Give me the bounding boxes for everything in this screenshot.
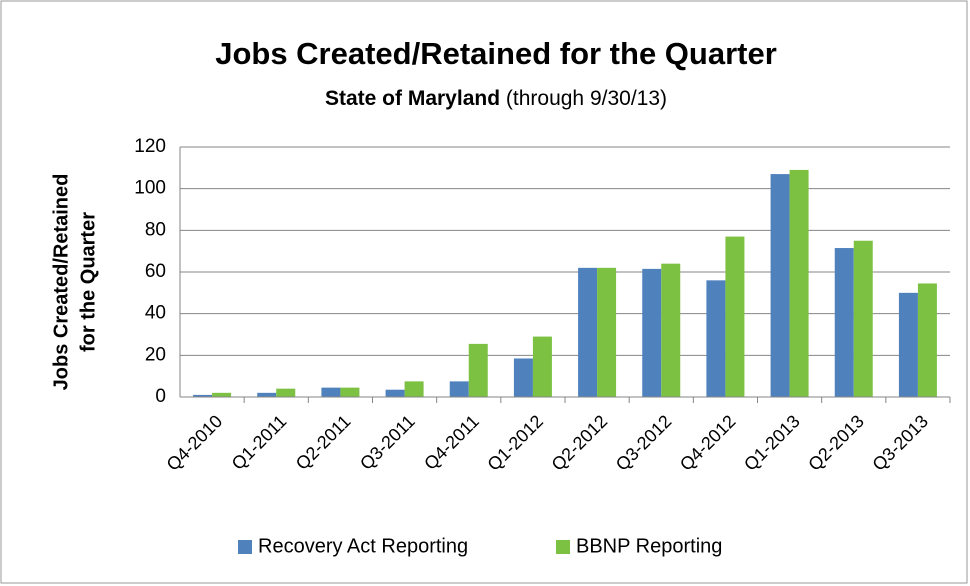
bar xyxy=(834,248,854,397)
bar xyxy=(404,381,424,397)
bar xyxy=(449,381,469,397)
bar xyxy=(642,268,662,397)
y-tick-label: 100 xyxy=(134,178,166,199)
bar xyxy=(578,267,598,397)
bar xyxy=(513,358,533,397)
subtitle-note: (through 9/30/13) xyxy=(506,87,667,110)
y-axis-label: for the Quarter xyxy=(77,212,99,352)
y-tick-label: 40 xyxy=(145,303,166,324)
bar xyxy=(789,169,809,397)
bar xyxy=(193,394,213,397)
y-tick-label: 20 xyxy=(145,344,166,365)
bar xyxy=(597,267,617,397)
bar xyxy=(257,392,277,397)
bar xyxy=(898,292,918,397)
legend-label: Recovery Act Reporting xyxy=(258,535,468,557)
legend-swatch xyxy=(238,540,252,554)
bar xyxy=(532,336,552,397)
legend-swatch xyxy=(556,540,570,554)
chart-title: Jobs Created/Retained for the Quarter xyxy=(215,36,777,71)
bar xyxy=(853,240,873,397)
bar xyxy=(917,283,937,397)
y-axis-label: Jobs Created/Retained xyxy=(50,174,72,391)
y-tick-label: 80 xyxy=(145,219,166,240)
bar xyxy=(770,174,790,397)
legend-label: BBNP Reporting xyxy=(576,535,722,557)
bar xyxy=(212,392,232,397)
bar xyxy=(661,263,681,397)
y-tick-label: 0 xyxy=(155,386,166,407)
bar xyxy=(385,389,405,397)
bar xyxy=(340,387,360,397)
y-tick-label: 60 xyxy=(145,261,166,282)
subtitle: State of Maryland xyxy=(325,87,500,110)
y-tick-label: 120 xyxy=(134,136,166,157)
bar xyxy=(468,343,488,397)
chart-subtitle: State of Maryland (through 9/30/13) xyxy=(325,87,667,110)
bar xyxy=(725,236,745,397)
bar xyxy=(321,387,341,397)
bar xyxy=(706,280,726,397)
bar xyxy=(276,388,296,397)
